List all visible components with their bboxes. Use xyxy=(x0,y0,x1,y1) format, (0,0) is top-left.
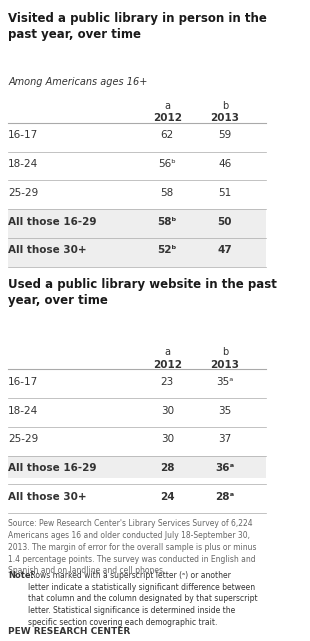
Text: b: b xyxy=(222,347,228,358)
Text: 58: 58 xyxy=(161,188,174,198)
Text: 37: 37 xyxy=(218,434,232,444)
Text: All those 16-29: All those 16-29 xyxy=(8,217,97,226)
Text: b: b xyxy=(222,101,228,111)
Text: 36ᵃ: 36ᵃ xyxy=(215,463,234,473)
Text: 35ᵃ: 35ᵃ xyxy=(216,377,233,387)
Text: 2012: 2012 xyxy=(153,360,182,370)
Text: 58ᵇ: 58ᵇ xyxy=(157,217,177,226)
Text: 2013: 2013 xyxy=(210,360,239,370)
Text: 46: 46 xyxy=(218,159,232,169)
Bar xyxy=(8,238,266,267)
Text: 56ᵇ: 56ᵇ xyxy=(158,159,176,169)
Text: a: a xyxy=(164,347,170,358)
Bar xyxy=(8,456,266,484)
Text: 25-29: 25-29 xyxy=(8,188,38,198)
Text: All those 30+: All those 30+ xyxy=(8,246,87,255)
Text: Used a public library website in the past
year, over time: Used a public library website in the pas… xyxy=(8,278,277,308)
Text: 35: 35 xyxy=(218,406,232,415)
Text: 51: 51 xyxy=(218,188,232,198)
Text: 59: 59 xyxy=(218,130,232,140)
Text: 18-24: 18-24 xyxy=(8,159,38,169)
Text: 23: 23 xyxy=(161,377,174,387)
Text: All those 30+: All those 30+ xyxy=(8,492,87,502)
Text: 25-29: 25-29 xyxy=(8,434,38,444)
Text: 30: 30 xyxy=(161,434,174,444)
Text: Rows marked with a superscript letter (ᵃ) or another
letter indicate a statistic: Rows marked with a superscript letter (ᵃ… xyxy=(28,571,258,627)
Text: 52ᵇ: 52ᵇ xyxy=(157,246,177,255)
Text: Among Americans ages 16+: Among Americans ages 16+ xyxy=(8,77,148,87)
Text: 18-24: 18-24 xyxy=(8,406,38,415)
Text: All those 16-29: All those 16-29 xyxy=(8,463,97,473)
Text: 62: 62 xyxy=(161,130,174,140)
Text: Source: Pew Research Center's Library Services Survey of 6,224
Americans ages 16: Source: Pew Research Center's Library Se… xyxy=(8,519,257,576)
Text: PEW RESEARCH CENTER: PEW RESEARCH CENTER xyxy=(8,628,131,637)
Bar xyxy=(8,209,266,238)
Text: Visited a public library in person in the
past year, over time: Visited a public library in person in th… xyxy=(8,12,267,41)
Text: 2013: 2013 xyxy=(210,113,239,124)
Text: 16-17: 16-17 xyxy=(8,377,38,387)
Text: 24: 24 xyxy=(160,492,175,502)
Text: 2012: 2012 xyxy=(153,113,182,124)
Bar xyxy=(8,484,266,513)
Text: a: a xyxy=(164,101,170,111)
Text: 47: 47 xyxy=(217,246,232,255)
Text: 28ᵃ: 28ᵃ xyxy=(215,492,234,502)
Text: 30: 30 xyxy=(161,406,174,415)
Text: 50: 50 xyxy=(218,217,232,226)
Text: 16-17: 16-17 xyxy=(8,130,38,140)
Text: 28: 28 xyxy=(160,463,175,473)
Text: Note:: Note: xyxy=(8,571,34,580)
